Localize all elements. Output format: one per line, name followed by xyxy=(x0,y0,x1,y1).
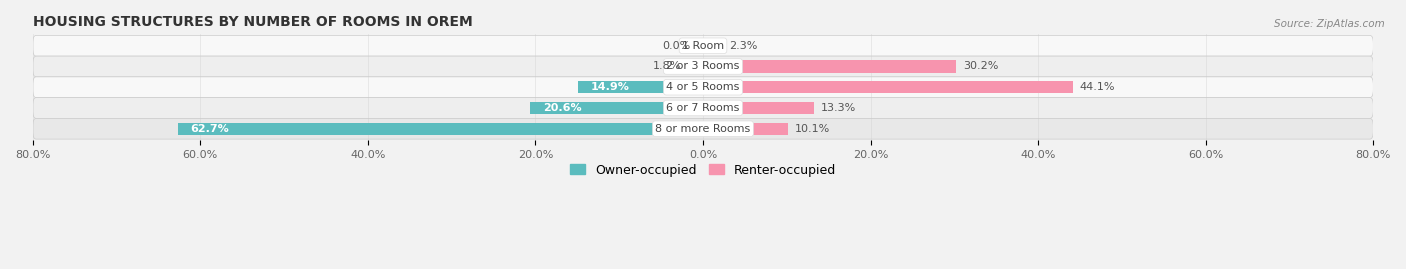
Bar xyxy=(703,123,787,135)
Text: 13.3%: 13.3% xyxy=(821,103,856,113)
Bar xyxy=(703,102,814,114)
Text: 62.7%: 62.7% xyxy=(190,124,229,134)
Bar xyxy=(530,102,703,114)
Text: Source: ZipAtlas.com: Source: ZipAtlas.com xyxy=(1274,19,1385,29)
Bar xyxy=(703,81,1073,93)
Bar xyxy=(688,61,703,73)
Text: 4 or 5 Rooms: 4 or 5 Rooms xyxy=(666,82,740,92)
FancyBboxPatch shape xyxy=(32,118,1374,139)
Text: 6 or 7 Rooms: 6 or 7 Rooms xyxy=(666,103,740,113)
Bar xyxy=(177,123,703,135)
Text: 30.2%: 30.2% xyxy=(963,62,998,72)
Text: 1 Room: 1 Room xyxy=(682,41,724,51)
Text: 2.3%: 2.3% xyxy=(728,41,758,51)
FancyBboxPatch shape xyxy=(32,56,1374,77)
Text: 0.0%: 0.0% xyxy=(662,41,690,51)
Text: HOUSING STRUCTURES BY NUMBER OF ROOMS IN OREM: HOUSING STRUCTURES BY NUMBER OF ROOMS IN… xyxy=(32,15,472,29)
Legend: Owner-occupied, Renter-occupied: Owner-occupied, Renter-occupied xyxy=(565,158,841,182)
Text: 44.1%: 44.1% xyxy=(1080,82,1115,92)
Text: 10.1%: 10.1% xyxy=(794,124,830,134)
Bar xyxy=(578,81,703,93)
Text: 14.9%: 14.9% xyxy=(591,82,630,92)
Bar xyxy=(703,61,956,73)
Text: 8 or more Rooms: 8 or more Rooms xyxy=(655,124,751,134)
Text: 2 or 3 Rooms: 2 or 3 Rooms xyxy=(666,62,740,72)
Text: 20.6%: 20.6% xyxy=(543,103,582,113)
Bar xyxy=(703,40,723,52)
FancyBboxPatch shape xyxy=(32,98,1374,118)
FancyBboxPatch shape xyxy=(32,35,1374,56)
Text: 1.8%: 1.8% xyxy=(652,62,682,72)
FancyBboxPatch shape xyxy=(32,77,1374,98)
